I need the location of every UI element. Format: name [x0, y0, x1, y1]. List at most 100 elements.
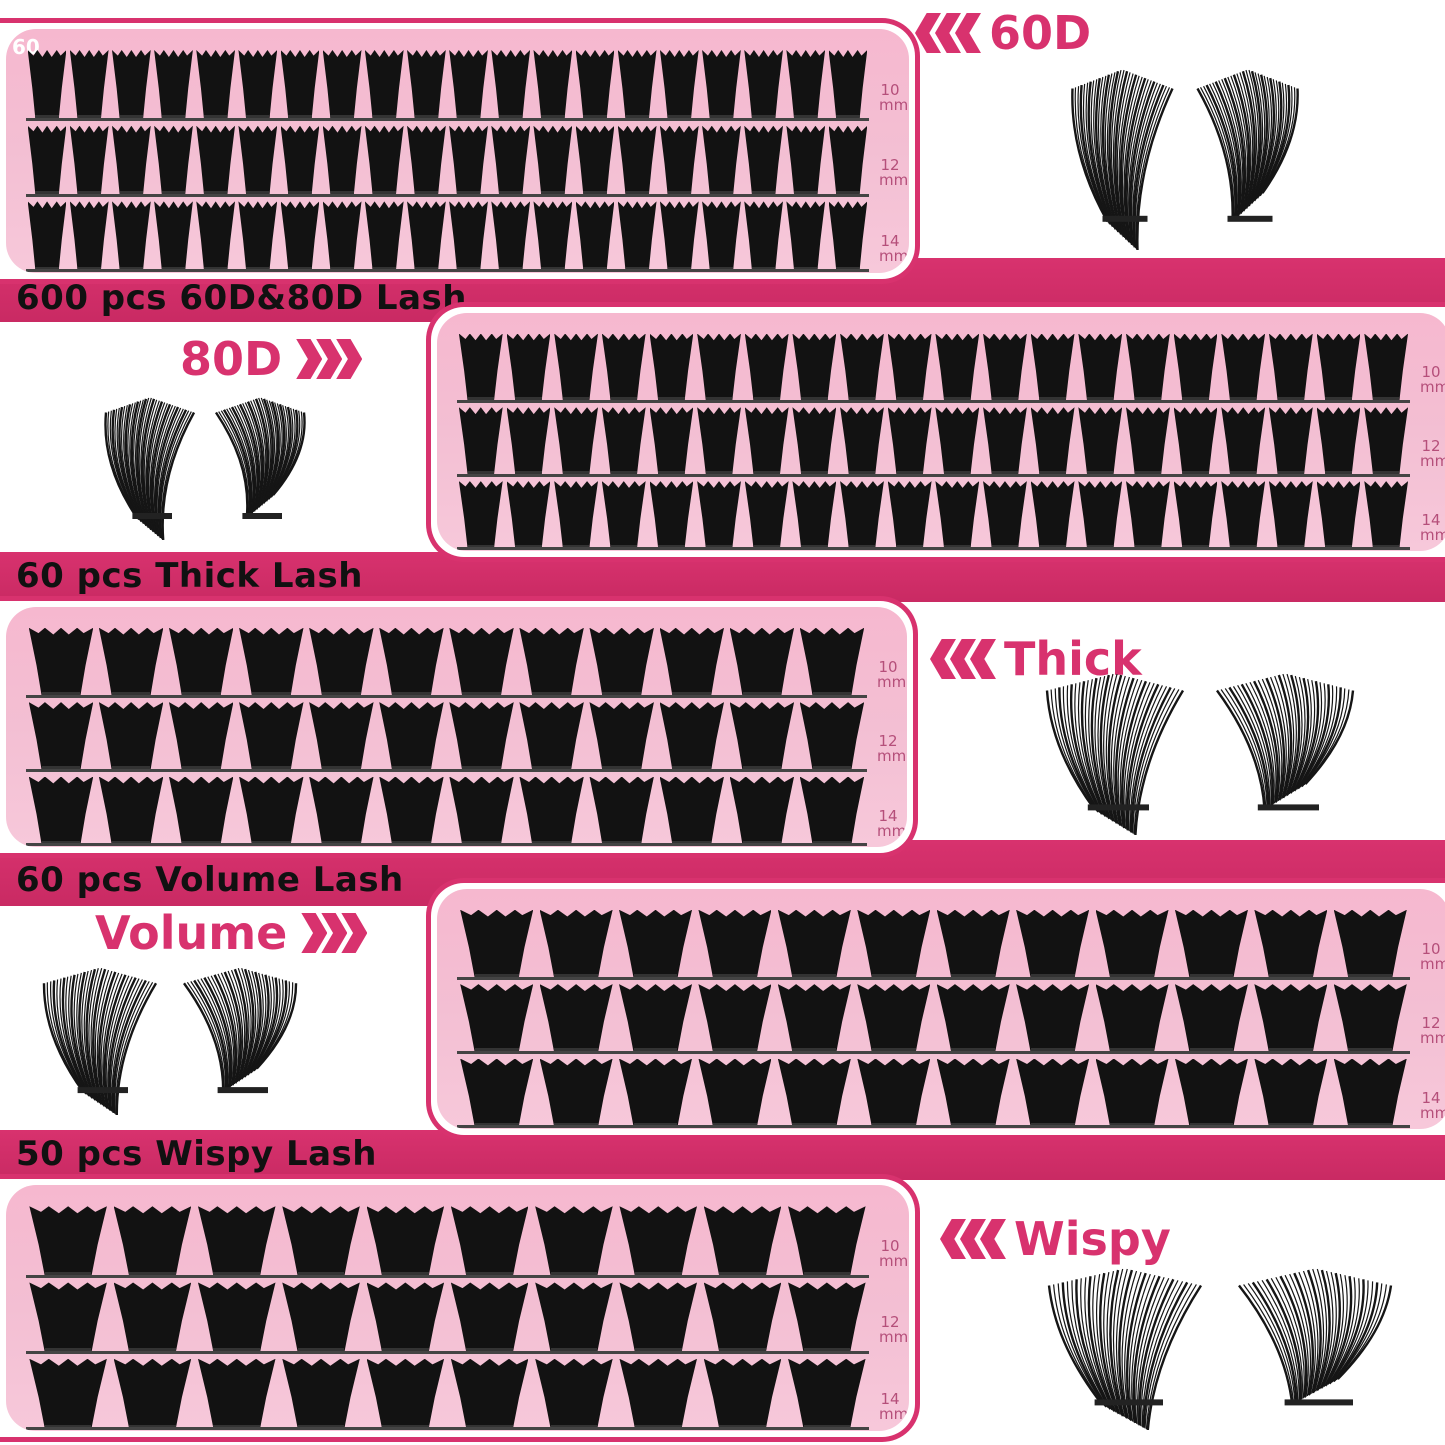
- lash-pair-60d-image: [1071, 69, 1299, 250]
- lash-cluster: [799, 702, 865, 771]
- lash-strip: [457, 547, 1410, 551]
- lash-cluster-drawing: [1238, 1268, 1393, 1406]
- lash-cluster: [703, 1358, 782, 1429]
- lash-cluster: [322, 50, 362, 120]
- length-mark: 14 mm: [1420, 1088, 1445, 1122]
- lash-cluster: [1078, 481, 1123, 549]
- lash-tray-80d: 10 mm 12 mm 14 mm: [426, 302, 1445, 562]
- heading-volume: 60 pcs Volume Lash: [16, 860, 404, 900]
- lash-cluster: [777, 1058, 851, 1127]
- lash-cluster: [506, 333, 551, 402]
- lash-cluster: [282, 1206, 360, 1277]
- lash-cluster: [379, 776, 444, 845]
- lash-tray-thick: 10 mm 12 mm 14 mm: [0, 596, 918, 858]
- lash-strip: [26, 769, 867, 773]
- length-mark: 12 mm: [879, 1313, 909, 1347]
- lash-cluster: [238, 50, 278, 120]
- lash-cluster-drawing: [1216, 673, 1355, 811]
- lash-cluster: [1016, 909, 1090, 979]
- lash-cluster: [589, 776, 654, 845]
- lash-cluster: [702, 50, 741, 120]
- lash-cluster: [1316, 481, 1361, 549]
- lash-strip: [26, 1351, 869, 1355]
- lash-cluster: [601, 333, 646, 402]
- lash-cluster: [935, 407, 980, 476]
- lash-cluster: [460, 1058, 534, 1127]
- lash-cluster: [450, 1206, 529, 1277]
- lash-cluster: [28, 627, 94, 697]
- lash-cluster: [309, 702, 374, 771]
- lash-cluster: [1221, 407, 1266, 476]
- lash-cluster: [619, 909, 693, 979]
- lash-row: [26, 124, 869, 200]
- lash-cluster: [744, 481, 789, 549]
- lash-cluster: [659, 702, 725, 771]
- lash-cluster: [619, 1058, 693, 1127]
- band-2: 60 pcs Thick Lash: [0, 552, 1445, 602]
- lash-cluster: [777, 984, 851, 1053]
- lash-row: [457, 406, 1410, 480]
- length-mark: 10 mm: [879, 80, 909, 114]
- lash-cluster: [168, 627, 234, 697]
- lash-cluster: [197, 1206, 276, 1277]
- lash-cluster: [168, 702, 234, 771]
- lash-tray-wispy: 10 mm 12 mm 14 mm: [0, 1174, 920, 1442]
- lash-cluster: [1333, 909, 1407, 979]
- length-mark: 14 mm: [879, 1389, 909, 1423]
- triple-chevron-left-icon: [915, 13, 981, 53]
- lash-pair-80d-image: [104, 397, 306, 540]
- lash-cluster: [697, 481, 741, 549]
- lash-cluster: [1095, 984, 1169, 1053]
- lash-cluster: [1268, 407, 1313, 476]
- lash-cluster: [983, 333, 1027, 402]
- lash-cluster: [322, 125, 362, 196]
- lash-cluster: [449, 125, 488, 196]
- tag-80d: 80D: [180, 332, 363, 386]
- lash-cluster: [840, 481, 884, 549]
- lash-cluster: [649, 481, 694, 549]
- lash-cluster: [788, 1282, 866, 1353]
- lash-cluster: [450, 1358, 529, 1429]
- lash-cluster: [69, 50, 109, 120]
- lash-row: [26, 1357, 869, 1431]
- triple-chevron-left-icon: [940, 1219, 1006, 1259]
- lash-cluster: [649, 333, 694, 402]
- lash-cluster: [491, 125, 531, 196]
- lash-cluster: [575, 125, 615, 196]
- lash-cluster: [168, 776, 234, 845]
- lash-cluster: [799, 776, 865, 845]
- lash-cluster: [659, 776, 725, 845]
- lash-strip: [26, 1274, 869, 1278]
- lash-cluster: [729, 776, 795, 845]
- length-mark: 10 mm: [1420, 939, 1445, 973]
- lash-cluster: [1095, 1058, 1169, 1127]
- lash-cluster: [449, 50, 488, 120]
- lash-strip: [26, 1427, 869, 1431]
- lash-cluster: [936, 1058, 1010, 1127]
- lash-cluster: [619, 1206, 698, 1277]
- lash-cluster: [792, 333, 837, 402]
- lash-cluster: [1016, 1058, 1090, 1127]
- lash-cluster: [659, 201, 699, 271]
- lash-pair-thick-image: [1045, 673, 1355, 835]
- lash-cluster: [601, 481, 646, 549]
- lash-cluster: [535, 1282, 613, 1353]
- lash-cluster: [364, 50, 404, 120]
- lash-cluster: [449, 201, 488, 271]
- lash-cluster: [1126, 407, 1170, 476]
- lash-cluster: [491, 50, 531, 120]
- lash-cluster: [491, 201, 531, 271]
- lash-cluster: [533, 50, 573, 120]
- lash-cluster: [744, 407, 789, 476]
- lash-cluster: [1316, 333, 1361, 402]
- lash-cluster: [619, 1282, 698, 1353]
- lash-cluster: [659, 627, 725, 697]
- lash-cluster: [702, 125, 741, 196]
- lash-cluster: [366, 1282, 445, 1353]
- lash-cluster: [554, 333, 599, 402]
- lash-cluster: [788, 1206, 866, 1277]
- lash-cluster: [506, 407, 551, 476]
- lash-cluster: [1078, 333, 1123, 402]
- lash-cluster: [322, 201, 362, 271]
- lash-cluster: [535, 1358, 613, 1429]
